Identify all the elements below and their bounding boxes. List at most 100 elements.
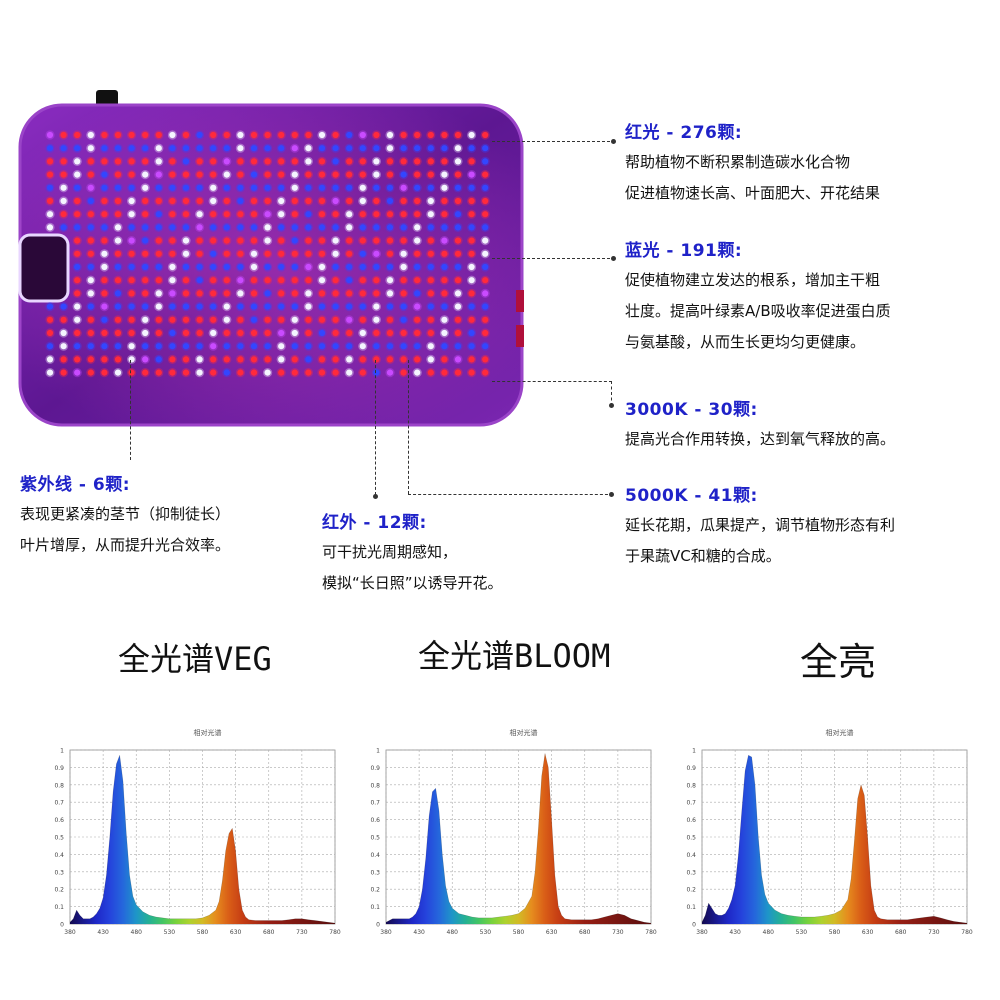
led	[373, 316, 380, 323]
led	[427, 131, 434, 139]
y-tick-label: 0.1	[54, 904, 64, 911]
spectrum-line	[69, 755, 336, 924]
led	[142, 277, 149, 284]
led	[196, 145, 203, 152]
mode-title-veg: 全光谱VEG	[118, 640, 272, 678]
led	[87, 211, 94, 218]
led	[210, 343, 217, 350]
led	[155, 184, 162, 191]
led	[101, 303, 108, 310]
led	[114, 171, 122, 178]
led	[250, 237, 258, 244]
x-tick-label: 730	[612, 929, 624, 936]
led	[468, 237, 475, 244]
led	[468, 303, 475, 310]
led	[427, 145, 434, 152]
led	[142, 145, 149, 152]
led	[359, 211, 366, 218]
led	[400, 171, 407, 178]
led	[182, 277, 190, 284]
led	[414, 171, 421, 178]
led	[101, 211, 108, 218]
led	[210, 224, 217, 231]
led	[128, 290, 135, 297]
x-tick-label: 530	[796, 929, 808, 936]
led	[169, 356, 176, 363]
x-tick-label: 680	[263, 929, 275, 936]
led	[60, 131, 67, 139]
led	[441, 356, 448, 363]
y-tick-label: 0.4	[686, 852, 696, 859]
led	[386, 131, 394, 139]
led	[210, 303, 217, 310]
x-tick-label: 730	[928, 929, 940, 936]
led	[142, 316, 149, 323]
led	[414, 329, 421, 337]
led	[346, 369, 353, 376]
led	[196, 369, 203, 376]
spectrum-area	[702, 755, 967, 924]
led	[210, 329, 217, 337]
led	[359, 131, 366, 139]
led	[196, 303, 203, 310]
led	[414, 224, 421, 231]
led	[441, 158, 448, 165]
chart-title: 相对光谱	[826, 728, 854, 737]
led	[332, 303, 339, 310]
led	[468, 329, 475, 337]
led	[441, 145, 448, 152]
led	[182, 290, 190, 297]
y-tick-label: 0.7	[54, 800, 64, 807]
led	[182, 211, 190, 218]
led	[482, 250, 489, 257]
led	[196, 277, 203, 284]
led	[155, 290, 162, 297]
led	[128, 303, 135, 310]
led	[400, 211, 407, 218]
led	[278, 237, 285, 244]
led	[210, 171, 217, 178]
led	[482, 369, 489, 376]
led	[182, 329, 190, 337]
led	[223, 131, 230, 139]
led	[359, 303, 366, 310]
led	[264, 145, 271, 152]
led	[305, 197, 312, 205]
led	[142, 211, 149, 218]
led	[237, 171, 244, 178]
led	[114, 316, 122, 323]
led	[196, 158, 203, 165]
led	[210, 145, 217, 152]
led	[454, 303, 462, 310]
led	[46, 184, 54, 191]
led	[468, 356, 475, 363]
led	[142, 158, 149, 165]
led	[414, 343, 421, 350]
led	[128, 211, 135, 218]
led	[182, 171, 190, 178]
led	[128, 263, 135, 271]
led	[291, 329, 298, 337]
annotation-line: 延长花期，瓜果提产，调节植物形态有利	[625, 516, 896, 534]
led	[223, 158, 230, 165]
led	[169, 211, 176, 218]
y-tick-label: 0.7	[686, 800, 696, 807]
led	[454, 158, 462, 165]
led	[305, 369, 312, 376]
led	[278, 356, 285, 363]
led	[196, 290, 203, 297]
led	[114, 250, 122, 257]
led	[482, 197, 489, 205]
led	[454, 343, 462, 350]
led	[400, 145, 407, 152]
led	[373, 277, 380, 284]
led	[74, 224, 81, 231]
y-tick-label: 0.2	[370, 887, 380, 894]
led	[318, 277, 326, 284]
led	[210, 237, 217, 244]
led	[305, 158, 312, 165]
led	[114, 145, 122, 152]
led	[482, 290, 489, 297]
led	[74, 211, 81, 218]
led	[237, 329, 244, 337]
